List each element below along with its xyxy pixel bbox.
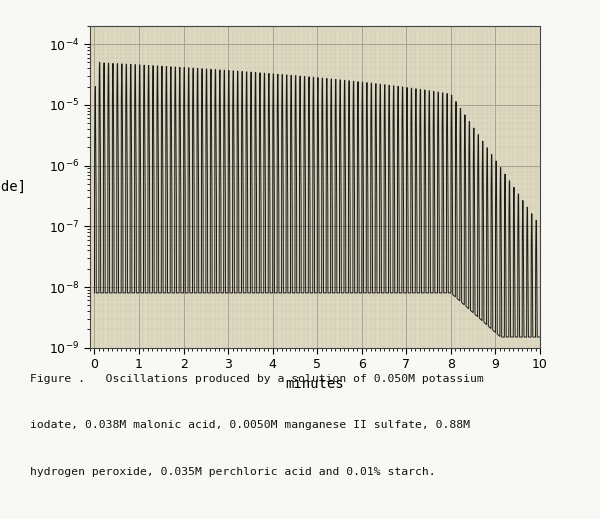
X-axis label: minutes: minutes: [286, 377, 344, 391]
Text: hydrogen peroxide, 0.035M perchloric acid and 0.01% starch.: hydrogen peroxide, 0.035M perchloric aci…: [30, 467, 436, 477]
Text: iodate, 0.038M malonic acid, 0.0050M manganese II sulfate, 0.88M: iodate, 0.038M malonic acid, 0.0050M man…: [30, 420, 470, 430]
Y-axis label: [iodide]: [iodide]: [0, 180, 27, 194]
Text: Figure .   Oscillations produced by a solution of 0.050M potassium: Figure . Oscillations produced by a solu…: [30, 374, 484, 384]
